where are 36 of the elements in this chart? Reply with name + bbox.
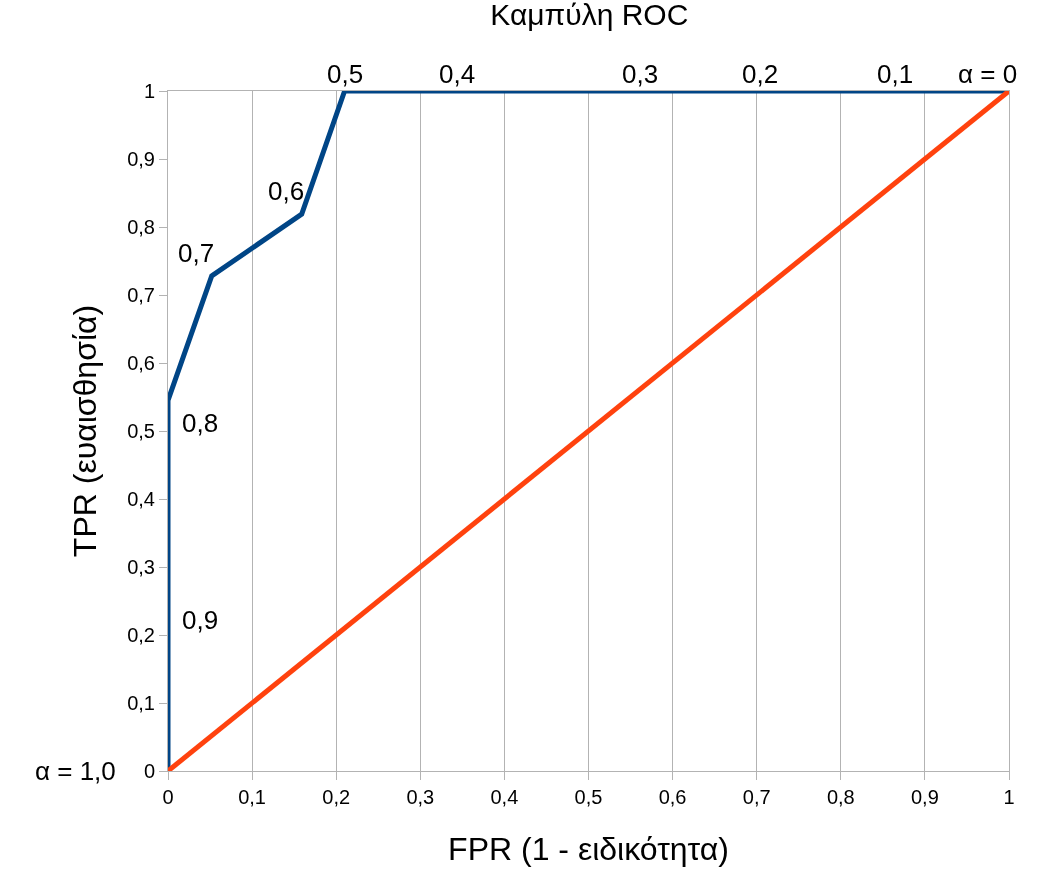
x-tick-label: 0,5 (574, 786, 603, 808)
annotation: 0,7 (178, 238, 215, 268)
y-tick-label: 0,1 (127, 692, 155, 714)
x-tick-label: 0,4 (490, 786, 519, 808)
x-tick-label: 0,3 (406, 786, 435, 808)
x-tick-label: 0,6 (658, 786, 687, 808)
y-tick-label: 0,3 (127, 556, 155, 578)
annotation: 0,2 (742, 59, 779, 89)
y-tick-label: 0,2 (127, 624, 155, 646)
y-tick-label: 0,9 (127, 148, 155, 170)
x-tick-label: 0 (162, 786, 174, 808)
x-tick-label: 0,8 (826, 786, 855, 808)
y-tick-label: 0,6 (127, 352, 155, 374)
annotation: 0,8 (182, 408, 219, 438)
x-axis-title: FPR (1 - ειδικότητα) (448, 830, 729, 867)
x-tick-label: 0,1 (238, 786, 267, 808)
y-axis-title: TPR (ευαισθησία) (67, 304, 104, 558)
x-tick-label: 0,2 (322, 786, 351, 808)
annotation: 0,5 (327, 59, 364, 89)
x-tick-label: 0,9 (910, 786, 939, 808)
y-tick-label: 0,5 (127, 420, 155, 442)
annotation: α = 1,0 (35, 756, 116, 786)
y-tick-label: 0 (143, 760, 155, 782)
y-tick-label: 0,4 (127, 488, 155, 510)
annotation: 0,4 (439, 59, 476, 89)
annotation: 0,6 (268, 176, 305, 206)
x-tick-label: 0,7 (742, 786, 771, 808)
x-tick-label: 1 (1003, 786, 1015, 808)
chart-title: Καμπύλη ROC (490, 0, 689, 32)
annotation: α = 0 (958, 59, 1018, 89)
annotation: 0,3 (622, 59, 659, 89)
y-tick-label: 0,8 (127, 216, 155, 238)
annotation: 0,1 (877, 59, 914, 89)
annotation: 0,9 (182, 605, 219, 635)
y-tick-label: 0,7 (127, 284, 155, 306)
y-tick-label: 1 (143, 80, 155, 102)
